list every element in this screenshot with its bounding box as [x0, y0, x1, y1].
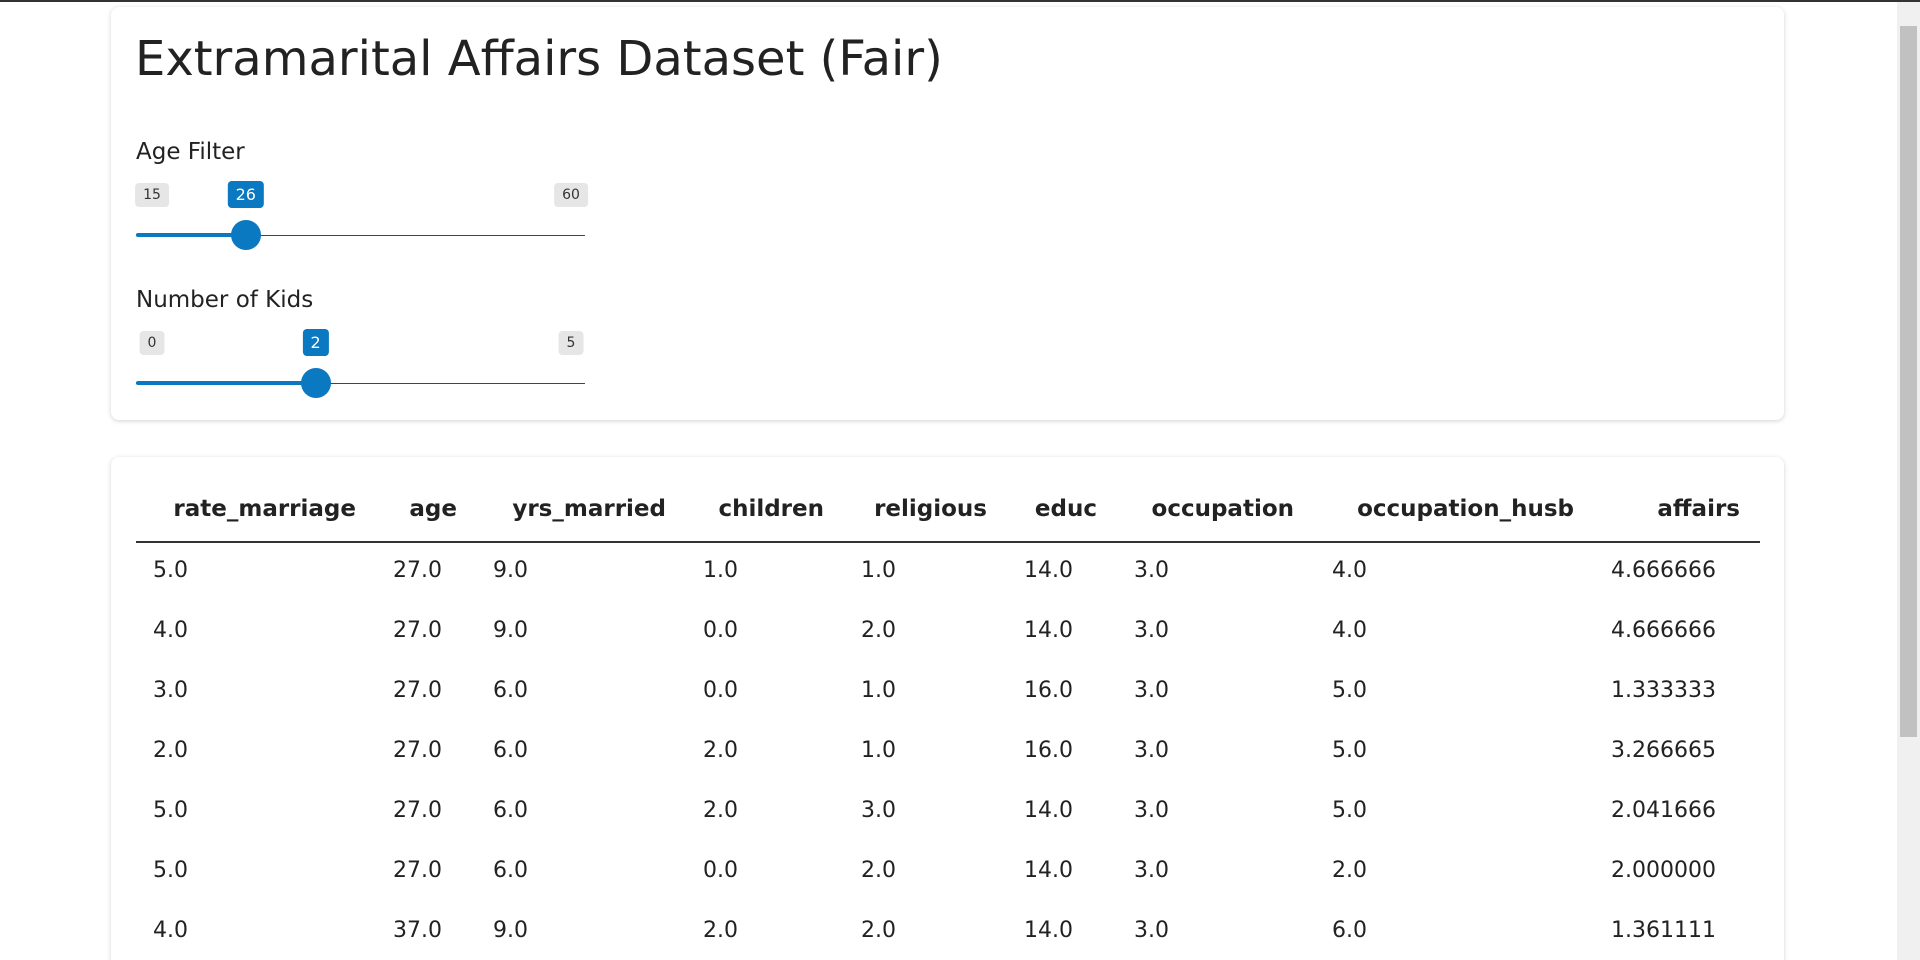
page-title: Extramarital Affairs Dataset (Fair): [135, 31, 943, 87]
table-cell: 3.0: [1134, 918, 1169, 943]
column-header: children: [718, 496, 824, 522]
table-cell: 3.0: [1134, 678, 1169, 703]
slider-track[interactable]: [136, 235, 585, 236]
table-cell: 2.0: [703, 798, 738, 823]
slider-label: Age Filter: [136, 139, 245, 165]
table-cell: 3.0: [861, 798, 896, 823]
table-cell: 6.0: [493, 678, 528, 703]
column-header: occupation_husb: [1357, 496, 1574, 522]
column-header: educ: [1034, 496, 1097, 522]
table-cell: 16.0: [1024, 678, 1073, 703]
column-header: yrs_married: [512, 496, 666, 522]
table-cell: 27.0: [393, 858, 442, 883]
table-cell: 27.0: [393, 618, 442, 643]
slider-value: 26: [227, 181, 264, 208]
table-cell: 27.0: [393, 798, 442, 823]
column-header: age: [409, 496, 457, 522]
slider-fill: [136, 233, 246, 237]
table-cell: 14.0: [1024, 798, 1073, 823]
table-cell: 5.0: [1332, 798, 1367, 823]
table-cell: 2.0: [703, 738, 738, 763]
table-cell: 3.0: [153, 678, 188, 703]
table-cell: 0.0: [703, 858, 738, 883]
slider-handle[interactable]: [300, 368, 331, 398]
slider-value: 2: [302, 329, 329, 356]
table-cell: 6.0: [493, 858, 528, 883]
table-cell: 14.0: [1024, 918, 1073, 943]
table-cell: 1.333333: [1611, 678, 1716, 703]
table-cell: 5.0: [153, 858, 188, 883]
table-cell: 4.0: [153, 618, 188, 643]
table-cell: 5.0: [1332, 738, 1367, 763]
table-cell: 14.0: [1024, 558, 1073, 583]
slider-max: 5: [558, 331, 584, 355]
table-cell: 1.0: [861, 558, 896, 583]
table-cell: 6.0: [493, 798, 528, 823]
table-cell: 16.0: [1024, 738, 1073, 763]
table-cell: 5.0: [153, 558, 188, 583]
slider-min: 0: [139, 331, 165, 355]
slider-track[interactable]: [136, 383, 585, 384]
table-cell: 4.0: [1332, 558, 1367, 583]
table-card: [111, 457, 1784, 960]
slider-min: 15: [135, 183, 169, 207]
table-cell: 3.266665: [1611, 738, 1716, 763]
slider-fill: [136, 381, 316, 385]
table-cell: 3.0: [1134, 738, 1169, 763]
table-cell: 4.666666: [1611, 618, 1716, 643]
table-cell: 2.0: [153, 738, 188, 763]
table-cell: 9.0: [493, 918, 528, 943]
table-cell: 2.0: [861, 918, 896, 943]
table-cell: 14.0: [1024, 858, 1073, 883]
table-cell: 3.0: [1134, 798, 1169, 823]
table-cell: 9.0: [493, 618, 528, 643]
scrollbar[interactable]: [1897, 2, 1920, 960]
table-cell: 4.0: [1332, 618, 1367, 643]
table-cell: 2.0: [703, 918, 738, 943]
table-cell: 1.361111: [1611, 918, 1716, 943]
column-header: religious: [874, 496, 987, 522]
table-cell: 27.0: [393, 558, 442, 583]
table-cell: 2.0: [861, 618, 896, 643]
table-cell: 2.041666: [1611, 798, 1716, 823]
table-cell: 6.0: [493, 738, 528, 763]
table-cell: 2.0: [861, 858, 896, 883]
column-header: occupation: [1151, 496, 1294, 522]
header-rule: [136, 541, 1760, 543]
table-cell: 5.0: [153, 798, 188, 823]
slider-label: Number of Kids: [136, 287, 314, 313]
column-header: rate_marriage: [173, 496, 356, 522]
table-cell: 27.0: [393, 738, 442, 763]
table-cell: 2.000000: [1611, 858, 1716, 883]
slider-handle[interactable]: [230, 220, 261, 250]
table-cell: 6.0: [1332, 918, 1367, 943]
scrollbar-thumb[interactable]: [1900, 26, 1917, 737]
slider-max: 60: [554, 183, 588, 207]
table-cell: 1.0: [703, 558, 738, 583]
controls-card: Extramarital Affairs Dataset (Fair): [111, 7, 1784, 420]
table-cell: 4.666666: [1611, 558, 1716, 583]
table-cell: 3.0: [1134, 858, 1169, 883]
table-cell: 2.0: [1332, 858, 1367, 883]
table-cell: 5.0: [1332, 678, 1367, 703]
table-cell: 1.0: [861, 678, 896, 703]
table-cell: 27.0: [393, 678, 442, 703]
table-cell: 3.0: [1134, 618, 1169, 643]
table-cell: 0.0: [703, 618, 738, 643]
table-cell: 3.0: [1134, 558, 1169, 583]
table-cell: 1.0: [861, 738, 896, 763]
table-cell: 9.0: [493, 558, 528, 583]
table-cell: 4.0: [153, 918, 188, 943]
table-cell: 37.0: [393, 918, 442, 943]
table-cell: 0.0: [703, 678, 738, 703]
column-header: affairs: [1657, 496, 1740, 522]
table-cell: 14.0: [1024, 618, 1073, 643]
